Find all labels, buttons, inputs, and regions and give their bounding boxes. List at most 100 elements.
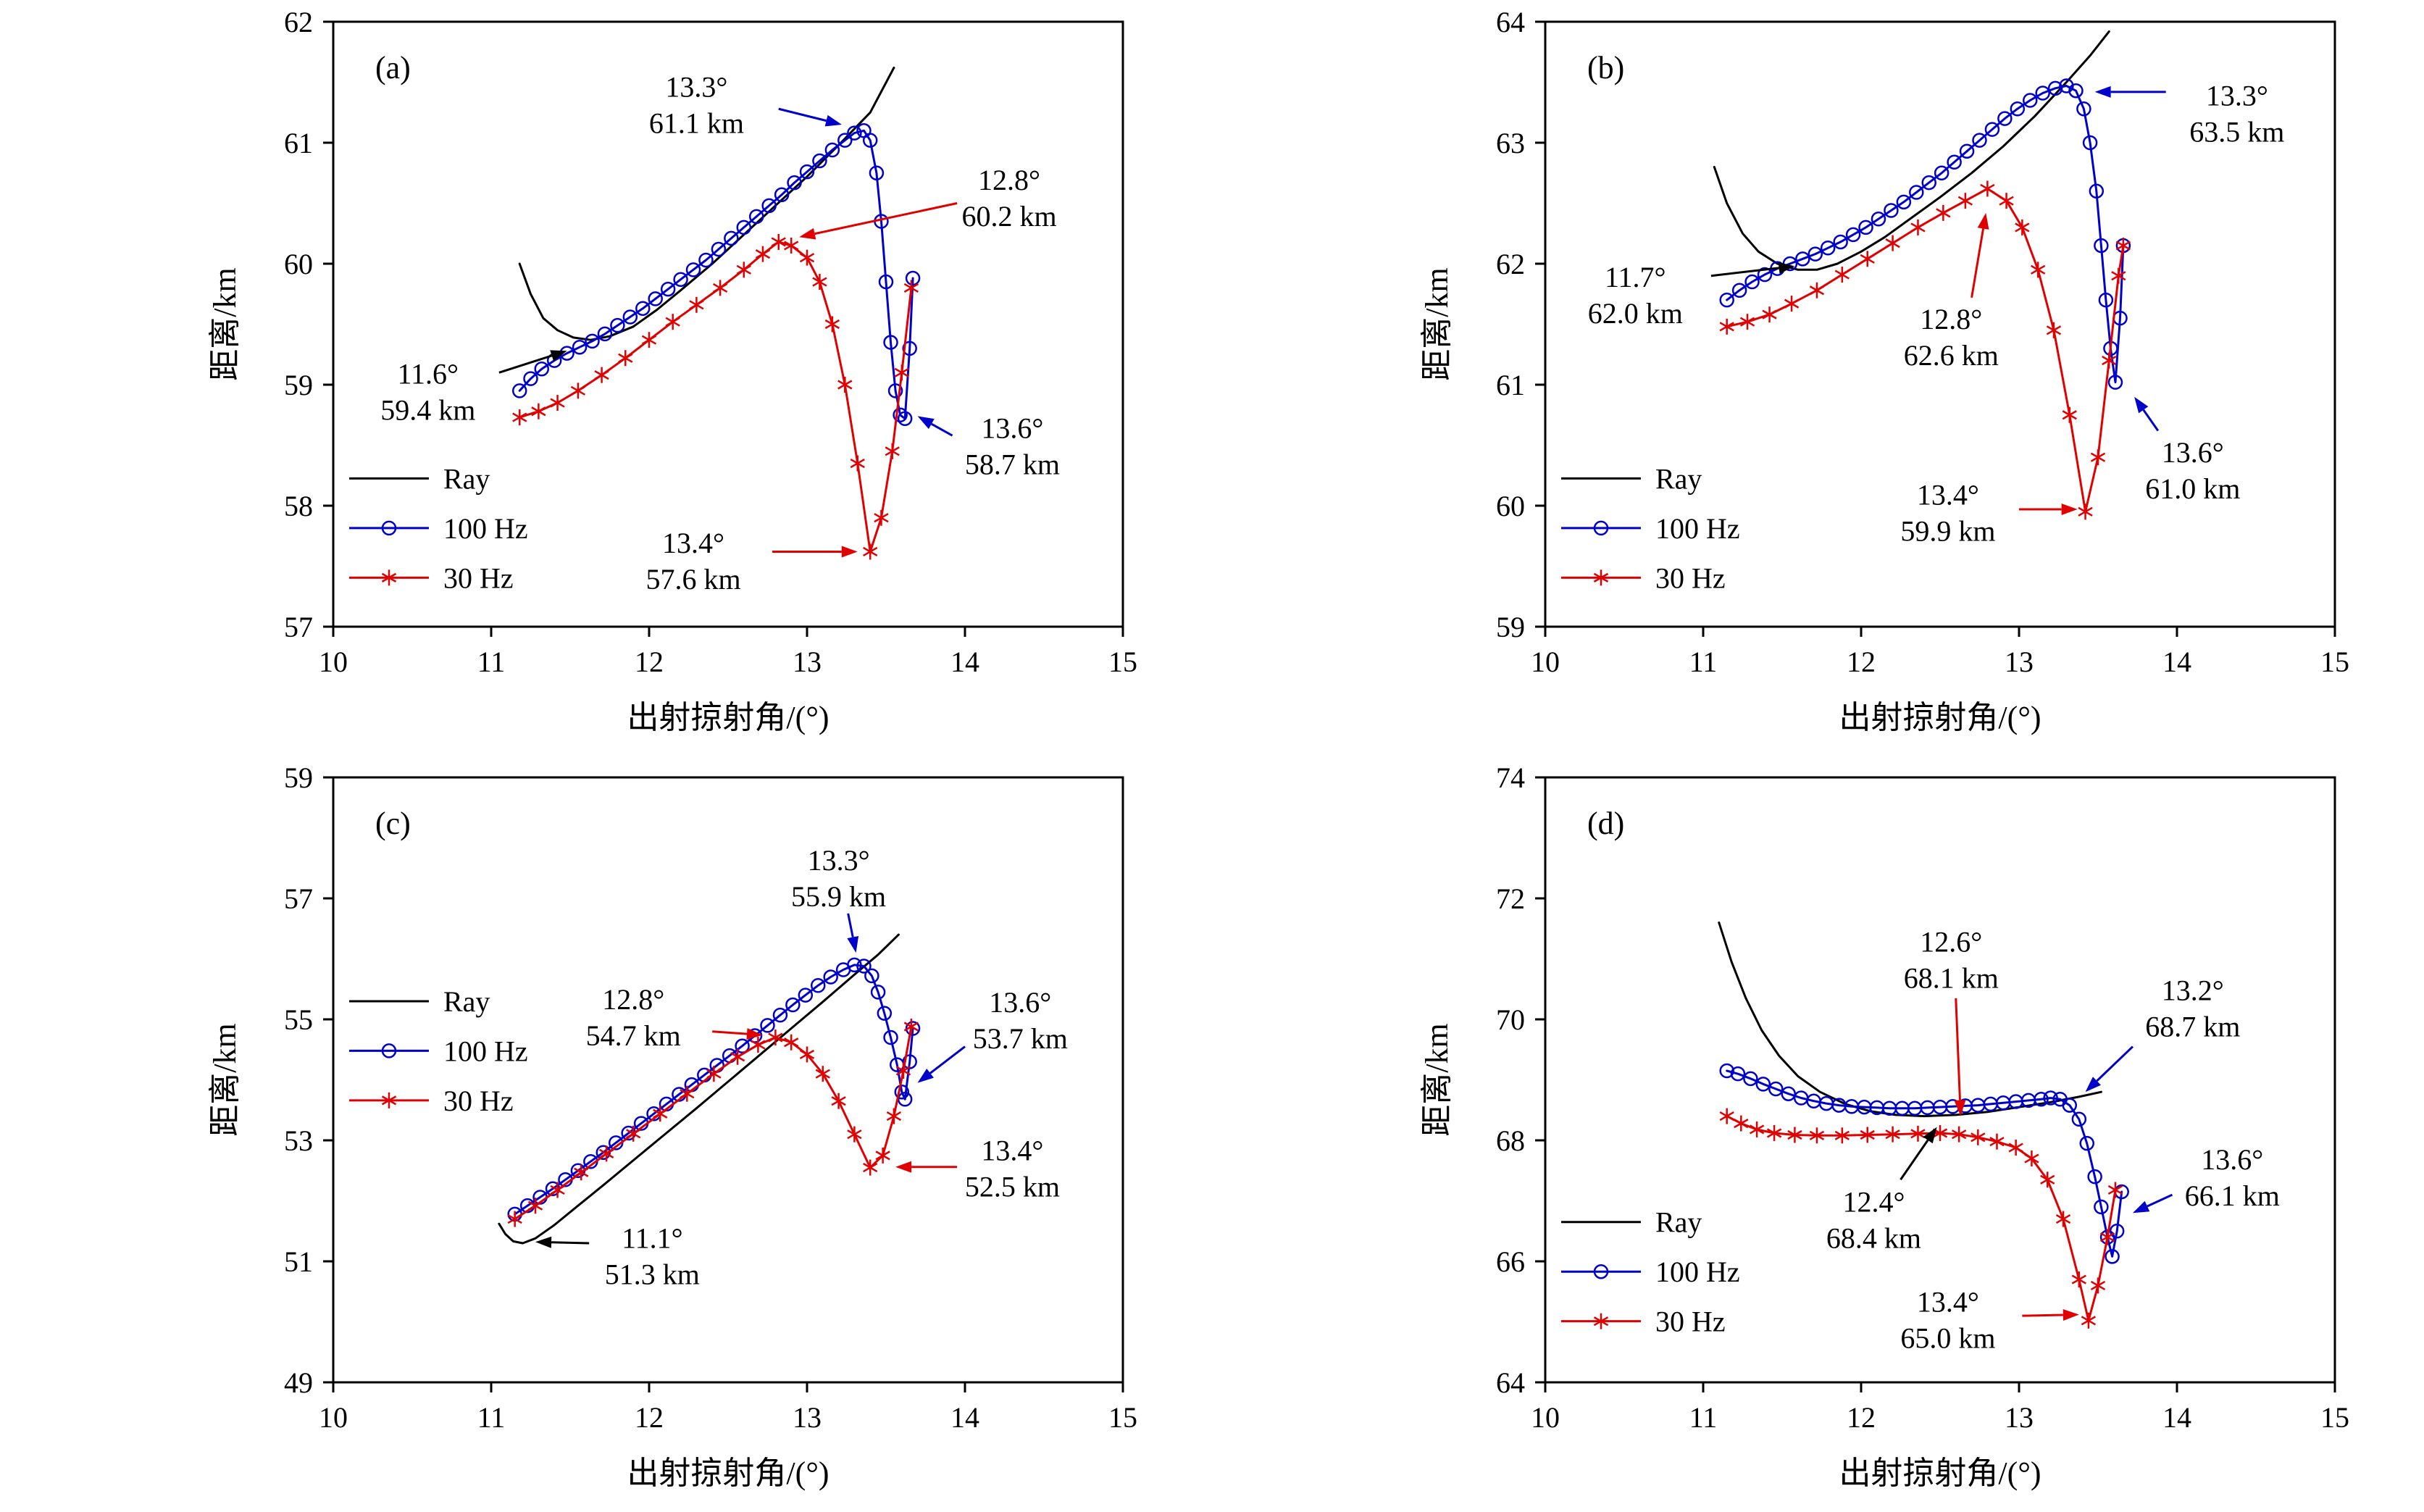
- x-tick-label: 14: [950, 646, 979, 678]
- circle-marker: [1731, 283, 1747, 298]
- asterisk-marker: [755, 249, 771, 259]
- asterisk-marker: [527, 1200, 543, 1211]
- series-line-100-hz: [514, 964, 914, 1216]
- circle-marker: [534, 362, 550, 377]
- y-tick-label: 53: [284, 1124, 313, 1157]
- circle-marker: [511, 383, 527, 398]
- y-tick-label: 72: [1496, 882, 1525, 915]
- circle-marker: [711, 241, 727, 257]
- annotation-arrow-line: [2096, 1045, 2133, 1082]
- annotation-angle-text: 13.4°: [981, 1135, 1043, 1167]
- asterisk-marker: [2107, 1185, 2123, 1195]
- asterisk-marker: [874, 513, 889, 523]
- series-line-30-hz: [1726, 188, 2125, 513]
- annotation-arrow-line: [778, 107, 827, 122]
- circle-marker: [869, 165, 885, 180]
- circle-marker: [2062, 1098, 2078, 1113]
- annotation-distance-text: 52.5 km: [965, 1171, 1060, 1203]
- circle-marker: [1858, 220, 1873, 235]
- series-group: [511, 67, 921, 560]
- circle-marker: [1884, 203, 1899, 218]
- asterisk-marker: [641, 335, 657, 345]
- x-tick-label: 13: [793, 646, 822, 678]
- x-tick-label: 13: [793, 1401, 822, 1434]
- y-tick-label: 74: [1496, 761, 1525, 794]
- circle-marker: [724, 230, 739, 246]
- circle-marker: [847, 957, 862, 973]
- x-tick-label: 15: [2320, 646, 2349, 678]
- asterisk-marker: [2024, 1153, 2039, 1164]
- y-tick-label: 59: [284, 369, 313, 401]
- circle-marker: [2035, 85, 2050, 101]
- annotation-arrow-head: [2085, 1077, 2101, 1093]
- asterisk-marker: [784, 1037, 799, 1048]
- circle-marker: [785, 997, 801, 1013]
- annotation-arrow-line: [2147, 1193, 2173, 1208]
- annotation-arrow-head: [1923, 1127, 1937, 1144]
- circle-marker: [1781, 1086, 1796, 1101]
- circle-marker: [847, 125, 862, 141]
- annotation-distance-text: 53.7 km: [973, 1022, 1068, 1055]
- asterisk-marker: [1784, 298, 1800, 309]
- y-tick-label: 64: [1496, 6, 1525, 38]
- circle-marker: [2043, 1090, 2058, 1106]
- annotation-distance-text: 68.7 km: [2145, 1010, 2240, 1043]
- asterisk-marker: [863, 546, 878, 557]
- annotation-angle-text: 13.4°: [1917, 478, 1979, 511]
- annotation-angle-text: 11.7°: [1605, 261, 1666, 293]
- circle-marker: [812, 153, 827, 169]
- asterisk-marker: [1910, 1129, 1926, 1139]
- annotation-arrow-head: [746, 1028, 763, 1040]
- x-tick-label: 14: [950, 1401, 979, 1434]
- asterisk-marker: [1999, 196, 2014, 206]
- asterisk-marker: [2031, 264, 2046, 275]
- circle-marker: [2089, 183, 2105, 199]
- circle-marker: [897, 411, 913, 427]
- asterisk-marker: [863, 1162, 878, 1173]
- x-axis-label: 出射掠射角/(°): [627, 1455, 829, 1491]
- asterisk-marker: [2015, 222, 2030, 233]
- x-tick-label: 13: [2005, 646, 2034, 678]
- annotation-arrow-head: [917, 1068, 934, 1083]
- asterisk-marker: [512, 412, 527, 422]
- legend: Ray 100 Hz 30 Hz: [349, 985, 528, 1117]
- panel-letter-label: (d): [1587, 806, 1624, 841]
- asterisk-marker: [885, 446, 900, 456]
- asterisk-marker: [784, 241, 799, 251]
- circle-marker: [1593, 1264, 1609, 1279]
- asterisk-marker: [875, 1150, 890, 1161]
- circle-marker: [902, 1054, 917, 1069]
- circle-marker: [877, 1006, 893, 1021]
- y-tick-label: 70: [1496, 1003, 1525, 1036]
- circle-marker: [761, 198, 777, 214]
- asterisk-marker: [689, 300, 704, 310]
- legend-entry-label: 100 Hz: [1655, 1256, 1740, 1288]
- circle-marker: [760, 1018, 775, 1033]
- axes-frame: [1544, 20, 2336, 628]
- asterisk-marker: [850, 458, 865, 469]
- annotation-distance-text: 68.4 km: [1826, 1222, 1921, 1255]
- annotation-distance-text: 61.1 km: [649, 107, 744, 140]
- annotation-arrow-head: [2063, 1308, 2079, 1321]
- series-line-100-hz: [1726, 85, 2125, 384]
- asterisk-marker: [2081, 1316, 2097, 1326]
- asterisk-marker: [1766, 1128, 1782, 1138]
- asterisk-marker: [706, 1069, 722, 1079]
- annotation-distance-text: 62.0 km: [1588, 297, 1683, 330]
- asterisk-marker: [1957, 196, 1973, 206]
- circle-marker: [698, 252, 714, 268]
- circle-marker: [1820, 241, 1836, 256]
- y-tick-label: 58: [284, 490, 313, 522]
- x-axis-label: 出射掠射角/(°): [1839, 1455, 2041, 1491]
- annotation-angle-text: 12.8°: [978, 164, 1040, 196]
- annotation-distance-text: 62.6 km: [1904, 339, 1999, 372]
- asterisk-marker: [1809, 285, 1825, 296]
- circle-marker: [772, 1007, 788, 1023]
- series-line-ray: [1713, 30, 2110, 271]
- annotations: 13.3°63.5 km 11.7° 62.0 km 12.8° 62.6 km 13.6…: [1588, 79, 2285, 547]
- circle-marker: [837, 133, 853, 148]
- y-tick-label: 57: [284, 611, 313, 643]
- annotation-arrow-line: [929, 1045, 966, 1074]
- chart-panel-d: 10 11 12 13 14 15 64 66 68 70 72 74 出射掠射角/(°) 距离/km (d…: [1212, 756, 2424, 1511]
- x-tick-label: 15: [1108, 1401, 1137, 1434]
